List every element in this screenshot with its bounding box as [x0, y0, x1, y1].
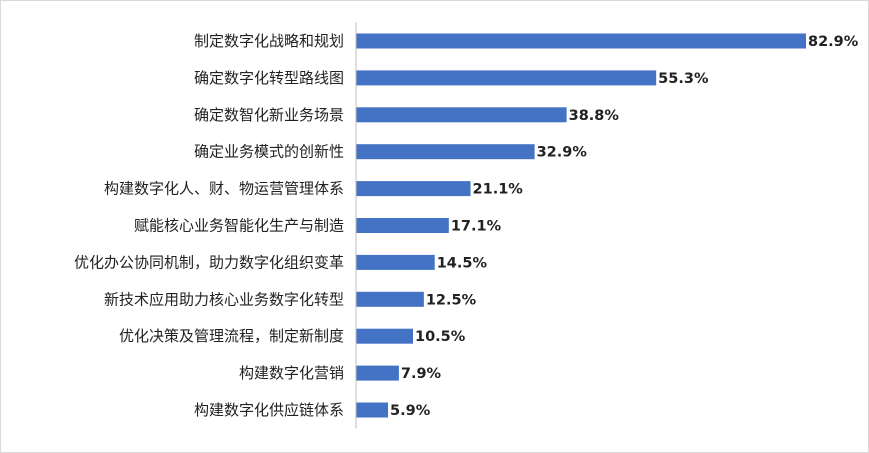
bar-value-label: 5.9%	[390, 403, 431, 419]
bar	[356, 365, 399, 381]
category-label: 优化决策及管理流程，制定新制度	[119, 327, 344, 345]
bar	[356, 328, 413, 344]
bar-value-label: 38.8%	[569, 108, 620, 124]
bar-value-label: 12.5%	[426, 292, 477, 308]
bar	[356, 144, 535, 160]
bar-value-label: 32.9%	[537, 145, 588, 161]
bar-value-label: 55.3%	[658, 71, 709, 87]
bar-value-label: 14.5%	[437, 255, 488, 271]
bar-value-label: 82.9%	[808, 34, 859, 50]
category-label: 赋能核心业务智能化生产与制造	[134, 217, 344, 235]
category-label: 构建数字化营销	[239, 364, 344, 382]
category-label: 确定业务模式的创新性	[194, 143, 344, 161]
bar	[356, 33, 806, 49]
category-label: 确定数字化转型路线图	[194, 69, 344, 87]
bar	[356, 181, 471, 197]
bar	[356, 291, 424, 307]
bar	[356, 218, 449, 233]
value-labels: 82.9% 55.3% 38.8% 32.9% 21.1% 17.1% 14.5% 12.5%…	[390, 34, 859, 419]
bar	[356, 70, 657, 86]
bar-value-label: 10.5%	[415, 329, 466, 345]
category-label: 确定数智化新业务场景	[194, 106, 344, 124]
bars	[356, 33, 806, 418]
category-label: 制定数字化战略和规划	[194, 32, 344, 50]
category-label: 构建数字化人、财、物运营管理体系	[104, 180, 344, 198]
category-label: 优化办公协同机制，助力数字化组织变革	[74, 253, 344, 271]
bar-value-label: 21.1%	[473, 182, 524, 198]
bar	[356, 254, 435, 270]
bar	[356, 107, 567, 123]
bar	[356, 402, 389, 418]
bar-value-label: 7.9%	[401, 366, 442, 382]
bar-value-label: 17.1%	[451, 219, 502, 235]
category-label: 新技术应用助力核心业务数字化转型	[104, 290, 344, 308]
category-labels: 制定数字化战略和规划确定数字化转型路线图确定数智化新业务场景确定业务模式的创新性…	[74, 32, 344, 419]
category-label: 构建数字化供应链体系	[194, 401, 344, 419]
